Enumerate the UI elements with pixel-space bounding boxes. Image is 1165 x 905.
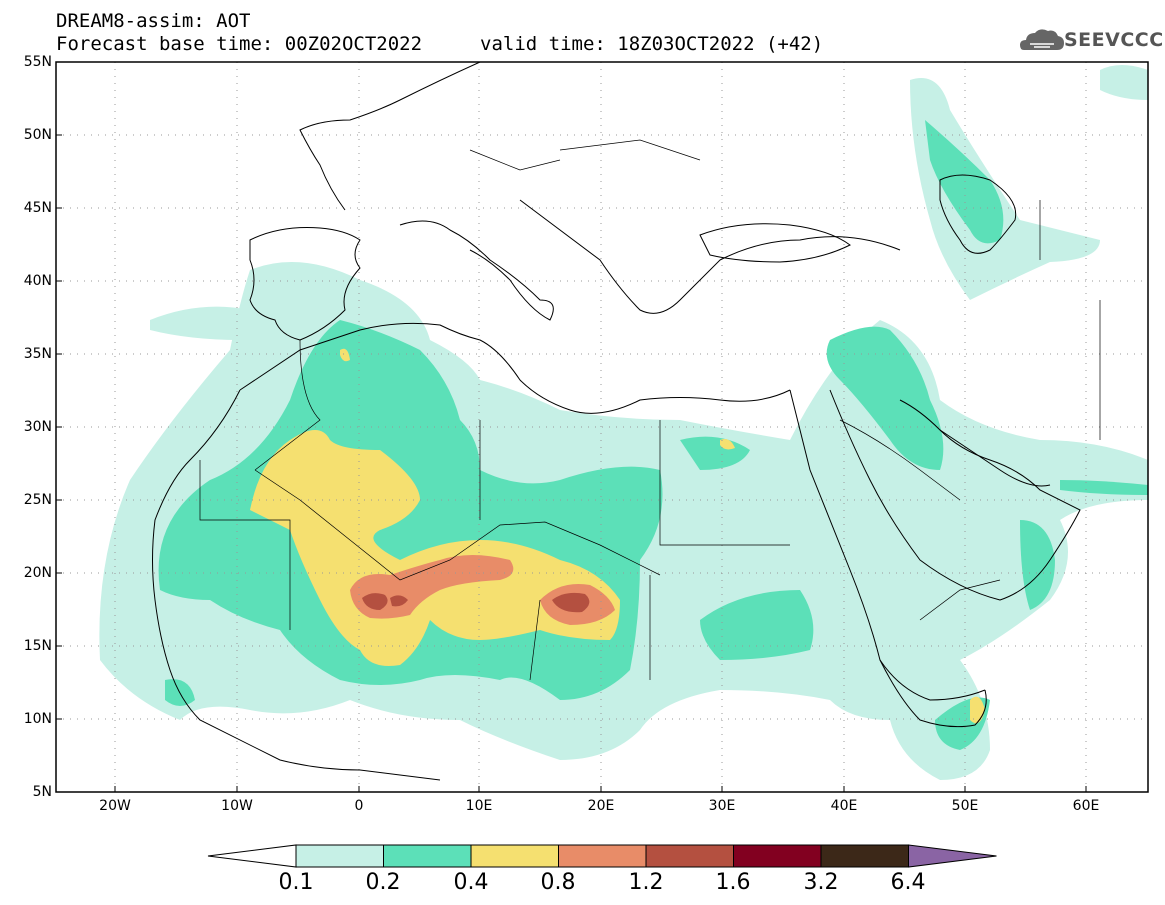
colorbar-segment [383, 844, 472, 868]
lon-label: 60E [1072, 798, 1100, 814]
map-title: DREAM8-assim: AOT [56, 10, 251, 32]
aot-level-0-4 [250, 348, 985, 724]
lat-label: 10N [23, 711, 52, 727]
lon-label: 20E [587, 798, 615, 814]
colorbar-label: 1.6 [715, 870, 751, 895]
aot-contours [56, 62, 1148, 792]
colorbar-label: 0.4 [453, 870, 489, 895]
country-borders [199, 139, 1101, 681]
colorbar-label: 0.2 [365, 870, 401, 895]
colorbar-segment [558, 844, 647, 868]
lat-label: 55N [23, 54, 52, 70]
graticule [56, 62, 1148, 792]
colorbar-segment [470, 844, 559, 868]
lat-label: 30N [23, 419, 52, 435]
lat-label: 20N [23, 565, 52, 581]
lon-label: 10E [465, 798, 493, 814]
colorbar-segment [908, 844, 997, 868]
lon-label: 50E [951, 798, 979, 814]
coastlines [152, 62, 1081, 781]
lat-label: 45N [23, 200, 52, 216]
colorbar [207, 844, 997, 868]
colorbar-segment [733, 844, 822, 868]
lon-label: 40E [830, 798, 858, 814]
colorbar-segment [820, 844, 909, 868]
colorbar-label: 3.2 [803, 870, 839, 895]
colorbar-label: 0.1 [278, 870, 314, 895]
colorbar-label: 6.4 [890, 870, 926, 895]
forecast-base-time: Forecast base time: 00Z02OCT2022 [56, 33, 423, 55]
lon-label: 20W [99, 798, 131, 814]
lat-label: 40N [23, 273, 52, 289]
lon-label: 30E [708, 798, 736, 814]
logo-text: SEEVCCC [1064, 29, 1164, 51]
axis-ticks [56, 134, 1087, 792]
colorbar-label: 1.2 [628, 870, 664, 895]
lat-label: 50N [23, 127, 52, 143]
lon-label: 10W [221, 798, 253, 814]
lat-label: 25N [23, 492, 52, 508]
colorbar-segment [207, 844, 297, 868]
lat-label: 15N [23, 638, 52, 654]
aot-level-1-2 [362, 592, 590, 613]
lat-label: 5N [32, 784, 52, 800]
valid-time: valid time: 18Z03OCT2022 (+42) [480, 33, 824, 55]
colorbar-segment [645, 844, 734, 868]
lon-label: 0 [354, 798, 364, 814]
cloud-icon [1020, 29, 1064, 50]
lat-label: 35N [23, 346, 52, 362]
colorbar-label: 0.8 [540, 870, 576, 895]
colorbar-segment [295, 844, 384, 868]
